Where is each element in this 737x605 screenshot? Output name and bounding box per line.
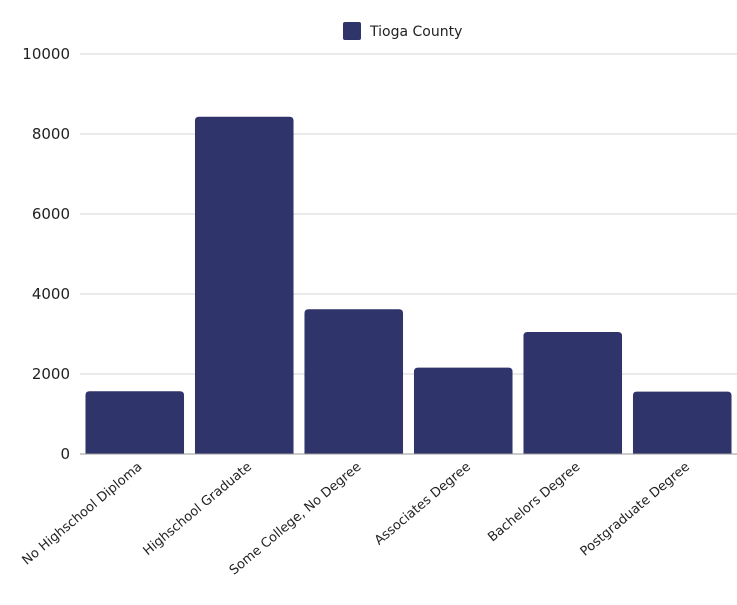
x-category-label: Associates Degree: [372, 460, 474, 549]
y-tick-label: 4000: [32, 285, 70, 303]
bars: [85, 116, 732, 455]
bar-4[interactable]: [523, 332, 623, 454]
legend[interactable]: Tioga County: [343, 22, 462, 40]
y-tick-label: 0: [60, 445, 70, 463]
bar-0[interactable]: [85, 391, 185, 454]
x-category-label: Bachelors Degree: [485, 460, 583, 546]
y-tick-label: 6000: [32, 205, 70, 223]
y-axis-tick-labels: 0 2000 4000 6000 8000 10000: [22, 45, 70, 463]
y-tick-label: 2000: [32, 365, 70, 383]
bar-1[interactable]: [194, 116, 294, 455]
x-category-label: Highschool Graduate: [141, 460, 255, 559]
x-category-label: Some College, No Degree: [227, 460, 364, 579]
legend-swatch: [343, 22, 361, 40]
bar-2[interactable]: [304, 309, 404, 454]
bar-5[interactable]: [632, 391, 732, 454]
y-tick-label: 8000: [32, 125, 70, 143]
x-category-label: No Highschool Diploma: [20, 460, 146, 569]
grid-lines: [80, 53, 737, 375]
legend-label: Tioga County: [369, 24, 462, 40]
bar-3[interactable]: [413, 367, 513, 454]
y-tick-label: 10000: [22, 45, 70, 63]
x-category-label: Postgraduate Degree: [578, 460, 693, 560]
